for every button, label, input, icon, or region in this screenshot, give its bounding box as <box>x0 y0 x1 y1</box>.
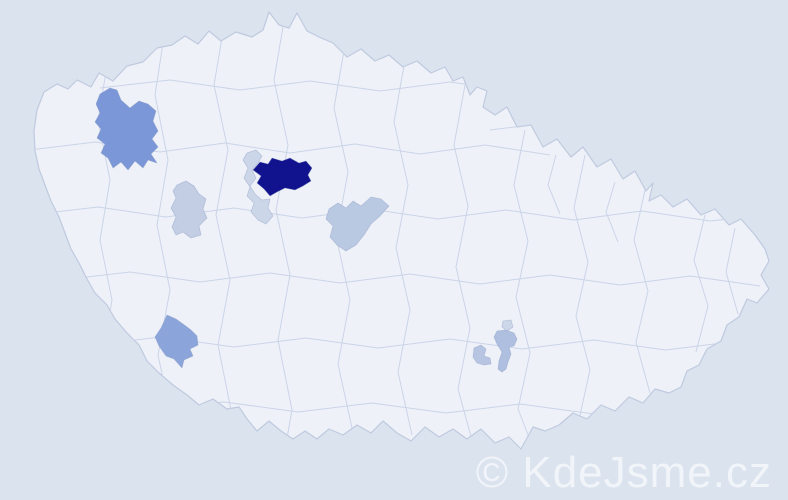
district-south-moravia-a-light <box>472 344 492 366</box>
watermark: © KdeJsme.cz <box>476 448 772 497</box>
district-southwest-medium-blue <box>154 314 199 369</box>
district-central-light <box>325 196 390 252</box>
district-south-moravia-city-light <box>493 329 518 373</box>
district-west-city-light <box>170 180 208 239</box>
highlighted-districts <box>94 87 518 373</box>
district-capital-dark-navy <box>252 157 313 197</box>
district-borders-mesh <box>34 14 769 449</box>
district-capital-ring-light <box>242 149 274 225</box>
district-northwest-medium-blue <box>94 87 159 171</box>
district-south-moravia-small-light <box>501 319 514 332</box>
